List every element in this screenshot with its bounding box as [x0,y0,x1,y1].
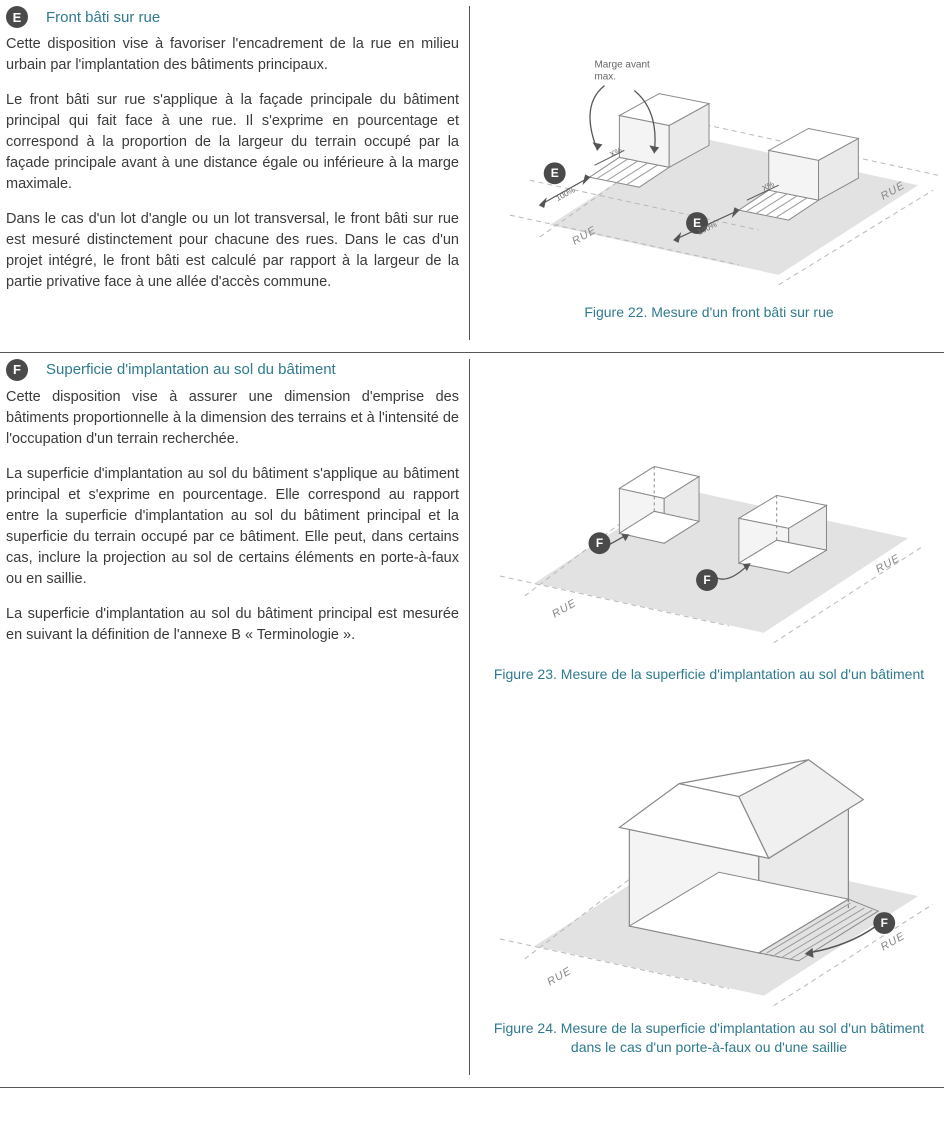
badge-e-icon: E [6,6,28,28]
section-e-text-column: E Front bâti sur rue Cette disposition v… [0,6,470,340]
figure-22-diagram: E E Marge avant max. X% X% 100% 100% RUE… [480,6,938,295]
rue-label-23-left: RUE [550,597,579,620]
section-f: F Superficie d'implantation au sol du bâ… [0,353,944,1088]
badge-f-icon: F [6,359,28,381]
rue-label-24-left: RUE [545,965,574,988]
diagram-badge-f-1: F [596,536,603,550]
section-f-header: F Superficie d'implantation au sol du bâ… [6,359,459,381]
figure-23-caption: Figure 23. Mesure de la superficie d'imp… [480,665,938,684]
figure-22-caption: Figure 22. Mesure d'un front bâti sur ru… [480,303,938,322]
section-e-para-1: Cette disposition vise à favoriser l'enc… [6,34,459,76]
figure-23: F F RUE RUE Figure 23. Mesure de la supe… [480,359,938,685]
section-f-para-3: La superficie d'implantation au sol du b… [6,604,459,646]
diagram-badge-f-2: F [703,573,710,587]
section-f-figure-column: F F RUE RUE Figure 23. Mesure de la supe… [470,359,944,1075]
section-e-header: E Front bâti sur rue [6,6,459,28]
marge-label-line2: max. [595,72,617,83]
figure-23-diagram: F F RUE RUE [480,359,938,658]
section-e-para-2: Le front bâti sur rue s'applique à la fa… [6,90,459,195]
diagram-badge-e-1: E [551,166,559,180]
section-e-para-3: Dans le cas d'un lot d'angle ou un lot t… [6,209,459,293]
section-f-text-column: F Superficie d'implantation au sol du bâ… [0,359,470,1075]
section-e: E Front bâti sur rue Cette disposition v… [0,0,944,353]
diagram-badge-f-3: F [881,916,888,930]
figure-24-diagram: F RUE RUE [480,702,938,1011]
hundred-label-1: 100% [554,185,576,202]
section-f-para-1: Cette disposition vise à assurer une dim… [6,387,459,450]
figure-22: E E Marge avant max. X% X% 100% 100% RUE… [480,6,938,322]
figure-24-caption: Figure 24. Mesure de la superficie d'imp… [480,1019,938,1057]
section-f-heading: Superficie d'implantation au sol du bâti… [46,361,336,378]
marge-label-line1: Marge avant [595,60,650,71]
section-e-figure-column: E E Marge avant max. X% X% 100% 100% RUE… [470,6,944,340]
section-e-heading: Front bâti sur rue [46,9,160,26]
section-f-para-2: La superficie d'implantation au sol du b… [6,464,459,590]
figure-24: F RUE RUE Figure 24. Mesure de la superf… [480,702,938,1056]
